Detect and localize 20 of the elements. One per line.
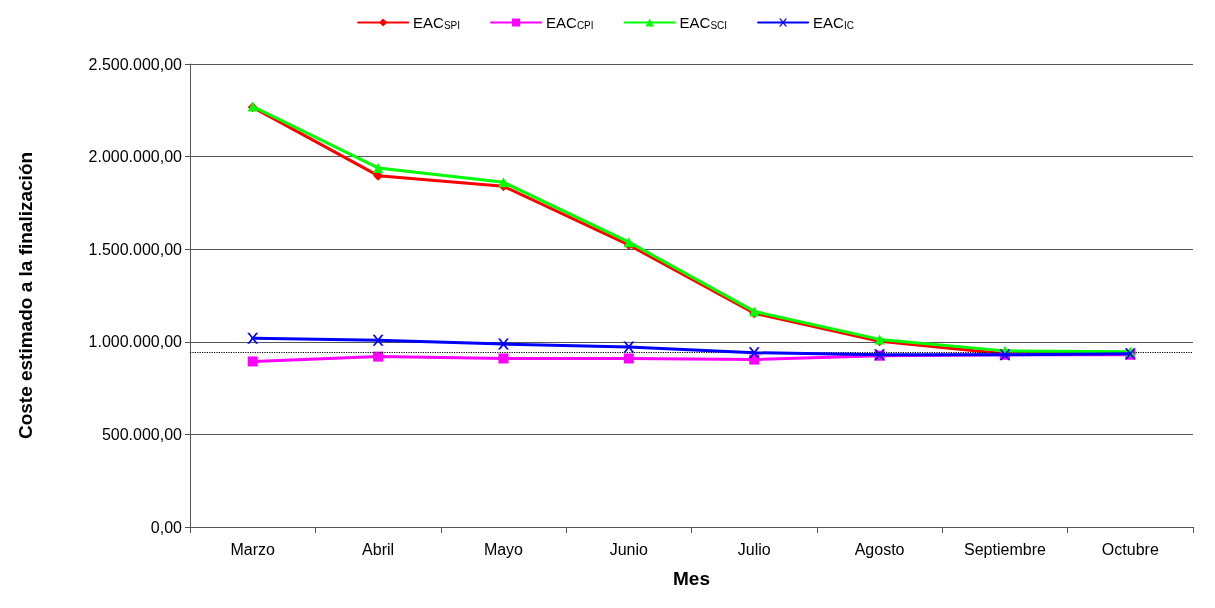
x-tick-label: Agosto xyxy=(854,540,905,558)
x-tick-label: Junio xyxy=(609,540,649,558)
y-tick-label: 0,00 xyxy=(150,518,183,536)
legend-label: EACIC xyxy=(813,14,854,31)
y-axis-title: Coste estimado a la finalización xyxy=(15,151,36,440)
legend-label: EACCPI xyxy=(546,14,594,31)
y-tick-label: 2.500.000,00 xyxy=(88,55,183,73)
legend-label: EACSPI xyxy=(413,14,461,31)
x-tick-label: Septiembre xyxy=(964,540,1046,558)
x-tick-label: Octubre xyxy=(1101,540,1159,558)
x-tick-label: Marzo xyxy=(230,540,276,558)
x-tick-label: Mayo xyxy=(483,540,524,558)
y-tick-label: 1.000.000,00 xyxy=(88,333,183,351)
x-tick-label: Abril xyxy=(362,540,395,558)
y-tick-label: 2.000.000,00 xyxy=(88,148,183,166)
x-tick-label: Julio xyxy=(737,540,771,558)
legend-label: EACSCI xyxy=(679,14,728,31)
y-tick-label: 1.500.000,00 xyxy=(88,240,183,258)
y-tick-label: 500.000,00 xyxy=(101,425,183,443)
x-axis-title: Mes xyxy=(673,568,710,589)
